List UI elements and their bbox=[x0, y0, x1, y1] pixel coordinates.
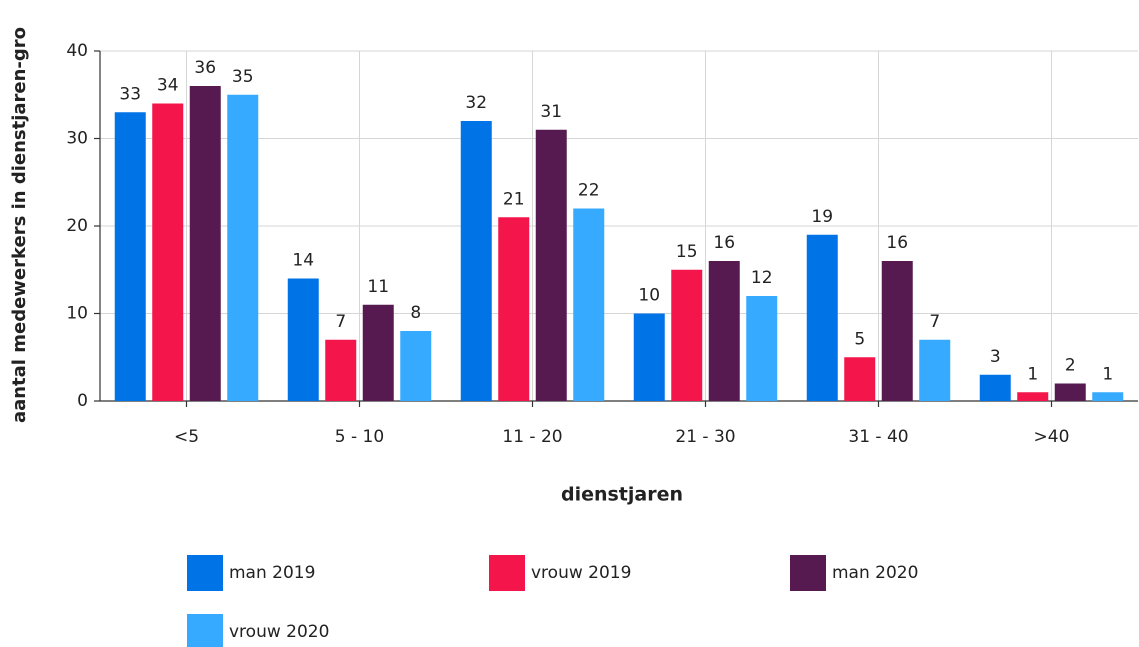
bar bbox=[671, 269, 703, 401]
legend-swatch bbox=[187, 555, 223, 591]
legend-label: man 2019 bbox=[229, 563, 315, 583]
data-label: 7 bbox=[335, 312, 346, 332]
x-tick-label: 21 - 30 bbox=[675, 427, 735, 447]
bar bbox=[287, 278, 319, 401]
data-label: 22 bbox=[578, 181, 600, 201]
data-label: 5 bbox=[854, 329, 865, 349]
x-axis-title: dienstjaren bbox=[561, 484, 683, 506]
bar bbox=[573, 208, 605, 401]
data-label: 10 bbox=[638, 286, 660, 306]
data-label: 32 bbox=[465, 93, 487, 113]
x-tick-label: 5 - 10 bbox=[335, 427, 384, 447]
data-label: 16 bbox=[713, 233, 735, 253]
bar bbox=[325, 339, 357, 401]
bar bbox=[152, 103, 184, 401]
bar bbox=[227, 94, 259, 401]
bar bbox=[189, 86, 221, 401]
bar bbox=[1017, 392, 1049, 401]
bar bbox=[844, 357, 876, 401]
data-label: 12 bbox=[751, 268, 773, 288]
bar bbox=[535, 129, 567, 401]
legend-swatch bbox=[489, 555, 525, 591]
legend-label: vrouw 2019 bbox=[531, 563, 631, 583]
data-label: 1 bbox=[1102, 364, 1113, 384]
data-label: 31 bbox=[540, 102, 562, 122]
data-label: 8 bbox=[410, 303, 421, 323]
data-label: 15 bbox=[676, 242, 698, 262]
legend-swatch bbox=[790, 555, 826, 591]
bar bbox=[979, 374, 1011, 401]
bar bbox=[460, 121, 492, 401]
bar bbox=[746, 296, 778, 401]
bar bbox=[498, 217, 530, 401]
data-label: 19 bbox=[811, 207, 833, 227]
data-label: 16 bbox=[886, 233, 908, 253]
data-label: 2 bbox=[1065, 356, 1076, 376]
bar bbox=[1092, 392, 1124, 401]
data-label: 14 bbox=[292, 251, 314, 271]
y-tick-label: 10 bbox=[66, 304, 88, 324]
y-tick-label: 30 bbox=[66, 129, 88, 149]
data-label: 21 bbox=[503, 189, 525, 209]
data-label: 33 bbox=[119, 84, 141, 104]
bar bbox=[1054, 383, 1086, 401]
bar bbox=[633, 313, 665, 401]
data-label: 3 bbox=[990, 347, 1001, 367]
bar bbox=[362, 304, 394, 401]
y-tick-label: 20 bbox=[66, 216, 88, 236]
y-tick-label: 40 bbox=[66, 41, 88, 61]
legend-label: man 2020 bbox=[832, 563, 918, 583]
y-axis-title: aantal medewerkers in dienstjaren-gro bbox=[9, 27, 30, 423]
bar bbox=[919, 339, 951, 401]
x-tick-label: >40 bbox=[1034, 427, 1070, 447]
x-tick-label: <5 bbox=[174, 427, 199, 447]
data-label: 7 bbox=[929, 312, 940, 332]
data-label: 36 bbox=[194, 58, 216, 78]
y-tick-label: 0 bbox=[77, 391, 88, 411]
bar bbox=[881, 261, 913, 401]
data-label: 34 bbox=[157, 76, 179, 96]
data-label: 1 bbox=[1027, 364, 1038, 384]
data-label: 35 bbox=[232, 67, 254, 87]
x-tick-label: 31 - 40 bbox=[848, 427, 908, 447]
legend-swatch bbox=[187, 614, 223, 647]
bar bbox=[708, 261, 740, 401]
bar bbox=[806, 234, 838, 401]
bar bbox=[114, 112, 146, 401]
data-label: 11 bbox=[367, 277, 389, 297]
legend-label: vrouw 2020 bbox=[229, 622, 329, 642]
x-tick-label: 11 - 20 bbox=[502, 427, 562, 447]
bar bbox=[400, 331, 432, 401]
